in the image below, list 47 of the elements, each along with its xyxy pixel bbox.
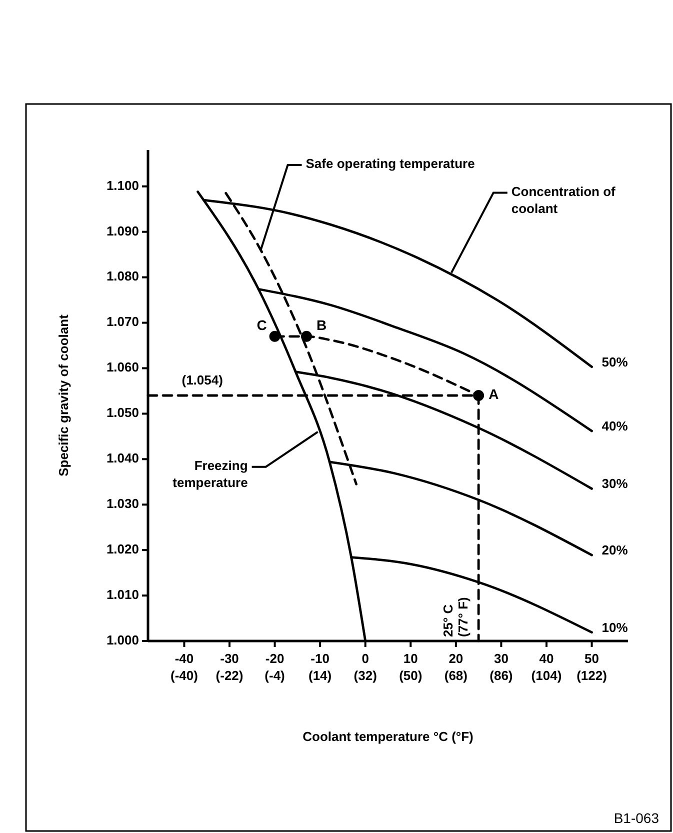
x2-tick-label: (50) <box>399 668 422 683</box>
series-label: 50% <box>602 354 628 370</box>
data-label: C <box>256 317 267 334</box>
x-tick-label: -40 <box>174 651 194 666</box>
y-axis-title: Specific gravity of coolant <box>56 314 71 476</box>
y-tick-label: 1.040 <box>106 450 139 466</box>
data-label: B <box>316 317 327 334</box>
x-tick-label: 10 <box>403 651 418 666</box>
x2-tick-label: (104) <box>531 668 562 683</box>
x-tick-label: -10 <box>310 651 330 666</box>
x2-tick-label: (-22) <box>216 668 244 683</box>
annotation: (1.054) <box>182 372 223 388</box>
x-tick-label: 0 <box>362 651 369 666</box>
x2-tick-label: (-40) <box>170 668 198 683</box>
y-tick-label: 1.060 <box>106 360 139 375</box>
x-tick-label: -30 <box>220 651 239 666</box>
series-label: 10% <box>602 620 628 635</box>
x2-tick-label: (122) <box>576 668 607 683</box>
text: B1-063 <box>614 810 660 826</box>
y-tick-label: 1.100 <box>106 178 139 193</box>
data-label: A <box>488 386 499 402</box>
x-tick-label: 20 <box>448 651 464 666</box>
x2-tick-label: (68) <box>444 668 468 683</box>
x2-tick-label: (32) <box>354 668 377 683</box>
x2-tick-label: (-4) <box>264 668 285 683</box>
y-tick-label: 1.080 <box>106 268 139 284</box>
x-tick-label: 30 <box>494 651 508 666</box>
x-tick-label: -20 <box>265 651 284 666</box>
y-tick-label: 1.070 <box>106 314 139 330</box>
y-tick-label: 1.050 <box>106 405 139 420</box>
annotation: Safe operating temperature <box>306 156 475 172</box>
x2-tick-label: (86) <box>490 668 513 683</box>
x-axis-title: Coolant temperature °C (°F) <box>302 729 474 744</box>
series-label: 30% <box>602 476 628 492</box>
annotation: Concentration of coolant <box>511 184 616 216</box>
series-label: 40% <box>602 418 628 434</box>
y-tick-label: 1.020 <box>106 542 139 557</box>
x2-tick-label: (14) <box>308 668 332 683</box>
y-tick-label: 1.090 <box>106 223 139 238</box>
annotation: 25° C (77° F) <box>440 597 471 637</box>
y-tick-label: 1.030 <box>106 496 139 512</box>
series-label: 20% <box>602 542 628 558</box>
x-tick-label: 50 <box>584 651 600 666</box>
x-tick-label: 40 <box>539 651 554 666</box>
annotation: Freezing temperature <box>172 458 248 490</box>
y-tick-label: 1.000 <box>106 632 139 648</box>
y-tick-label: 1.010 <box>106 586 139 602</box>
